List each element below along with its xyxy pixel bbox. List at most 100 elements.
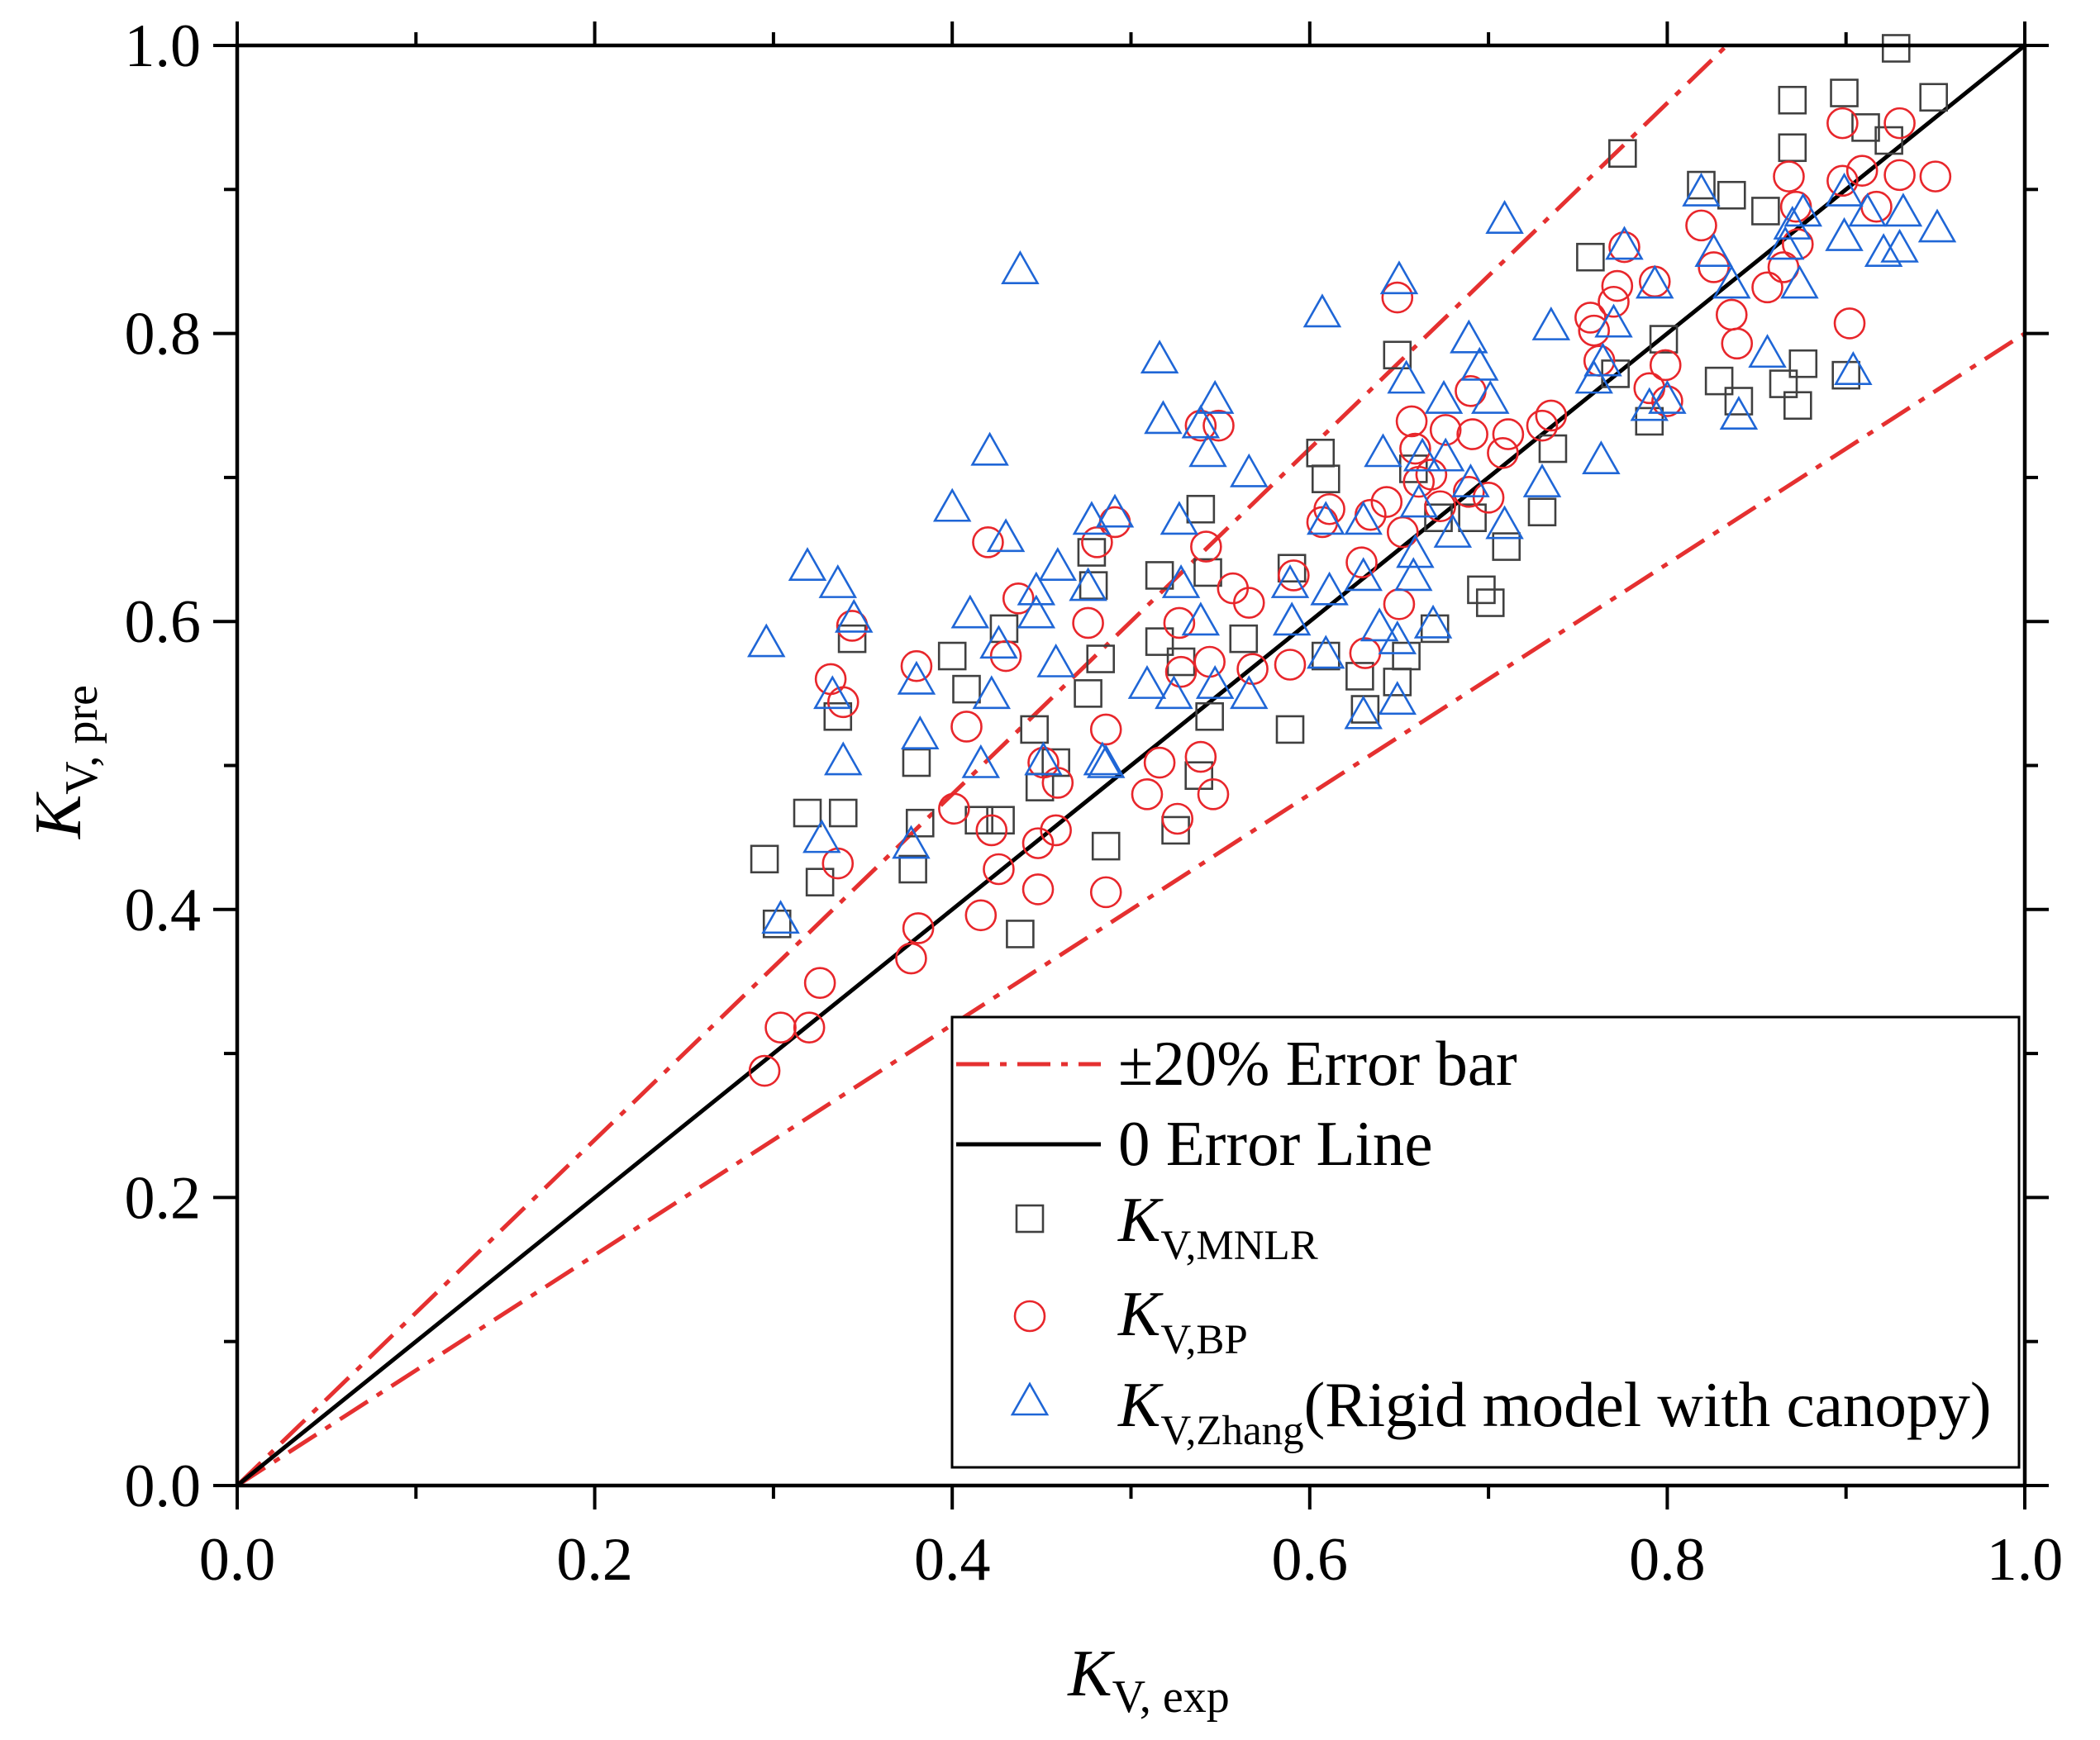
bp-point xyxy=(1399,432,1431,465)
mnlr-point xyxy=(1195,701,1224,731)
zhang-point xyxy=(1344,695,1383,730)
mnlr-point xyxy=(1874,126,1903,155)
bp-point xyxy=(1492,418,1525,450)
bp-point xyxy=(1345,546,1378,579)
mnlr-point xyxy=(1079,571,1108,600)
zhang-point xyxy=(1765,226,1805,260)
bp-point xyxy=(1456,418,1488,450)
zhang-point xyxy=(932,487,972,522)
mnlr-point xyxy=(750,844,779,874)
zhang-point xyxy=(1402,437,1442,472)
zhang-point xyxy=(1364,433,1402,468)
bp-point xyxy=(1002,582,1035,615)
zhang-point xyxy=(1471,379,1510,414)
bp-point xyxy=(1089,876,1122,909)
zhang-point xyxy=(1605,226,1644,260)
bp-point xyxy=(1131,778,1164,811)
bp-point xyxy=(1919,160,1952,193)
zhang-point xyxy=(1230,453,1269,487)
mnlr-point xyxy=(1383,340,1412,370)
bp-point xyxy=(1721,327,1754,360)
zhang-point xyxy=(747,623,786,658)
zhang-point xyxy=(1880,228,1919,263)
zhang-point xyxy=(970,431,1009,466)
x-tick-label: 0.2 xyxy=(556,1526,633,1594)
zhang-point xyxy=(1413,604,1453,639)
zhang-point xyxy=(892,825,931,859)
mnlr-point xyxy=(1006,920,1035,948)
mnlr-point xyxy=(1091,831,1121,861)
bp-point xyxy=(895,942,927,975)
zhang-point xyxy=(1582,440,1621,475)
zhang-point xyxy=(1024,741,1063,776)
zhang-point xyxy=(1834,351,1873,385)
zhang-point xyxy=(824,741,863,776)
legend-label-zero-line: 0 Error Line xyxy=(1118,1108,1433,1179)
zhang-point xyxy=(1379,260,1419,295)
zhang-point xyxy=(1272,601,1312,636)
minus-20-percent-error-line xyxy=(236,331,2026,1488)
mnlr-point xyxy=(1635,406,1664,436)
mnlr-point xyxy=(1881,34,1911,63)
zhang-point xyxy=(986,518,1026,553)
bp-point xyxy=(900,649,933,682)
bp-point xyxy=(1021,827,1055,859)
mnlr-point xyxy=(1186,494,1216,524)
bp-point xyxy=(1845,155,1879,187)
mnlr-point xyxy=(1919,83,1948,112)
y-tick-labels: 0.0 0.2 0.4 0.6 0.8 1.0 xyxy=(125,12,202,1520)
zhang-point xyxy=(1636,264,1674,299)
bp-point xyxy=(1202,409,1235,442)
bp-point xyxy=(1021,873,1055,906)
mnlr-point xyxy=(1601,359,1630,388)
mnlr-point xyxy=(1778,133,1807,163)
zhang-point xyxy=(1144,400,1183,435)
x-tick-label: 0.4 xyxy=(914,1526,991,1594)
zhang-point xyxy=(1399,483,1438,518)
bp-point xyxy=(1040,814,1072,847)
zhang-series xyxy=(747,172,1957,934)
zhang-point xyxy=(1307,501,1345,535)
bp-point xyxy=(1883,107,1916,140)
bp-point xyxy=(764,1011,797,1044)
zhang-point xyxy=(1302,293,1342,328)
bp-series xyxy=(748,107,1952,1087)
zhang-point xyxy=(1360,607,1399,642)
bp-point xyxy=(1370,486,1403,518)
bp-point xyxy=(1472,482,1505,514)
bp-point xyxy=(1826,107,1859,140)
zhang-point xyxy=(961,744,1001,778)
x-tick-labels: 0.0 0.2 0.4 0.6 0.8 1.0 xyxy=(199,1526,2064,1594)
bp-point xyxy=(902,912,935,944)
zhang-point xyxy=(1127,665,1167,699)
zhang-point xyxy=(1522,463,1562,497)
bp-point xyxy=(1598,285,1630,318)
mnlr-point xyxy=(937,641,967,671)
zhang-point xyxy=(1864,233,1903,268)
legend-triangle-marker-icon xyxy=(1010,1381,1050,1416)
mnlr-point xyxy=(1830,78,1859,107)
zhang-point xyxy=(1574,359,1613,394)
mnlr-point xyxy=(1751,197,1780,226)
zhang-point xyxy=(1072,501,1112,535)
legend-label-bp-symbol: K xyxy=(1117,1278,1164,1349)
mnlr-point xyxy=(1345,662,1374,691)
y-tick-label: 0.2 xyxy=(125,1164,202,1232)
mnlr-point xyxy=(902,748,931,777)
bp-point xyxy=(1453,476,1485,508)
mnlr-point xyxy=(1145,561,1174,590)
zhang-point xyxy=(1719,396,1759,430)
y-tick-label: 0.0 xyxy=(125,1452,202,1520)
bp-point xyxy=(1883,159,1916,192)
bp-point xyxy=(1649,349,1682,382)
bp-point xyxy=(1232,587,1265,619)
bp-point xyxy=(1651,385,1683,417)
x-tick-label: 1.0 xyxy=(1987,1526,2064,1594)
y-axis-title: KV, pre xyxy=(22,685,107,839)
zhang-point xyxy=(901,715,940,749)
zhang-point xyxy=(1378,681,1417,715)
zhang-point xyxy=(818,563,858,598)
zhang-point xyxy=(1783,193,1823,227)
zhang-point xyxy=(1069,567,1107,601)
